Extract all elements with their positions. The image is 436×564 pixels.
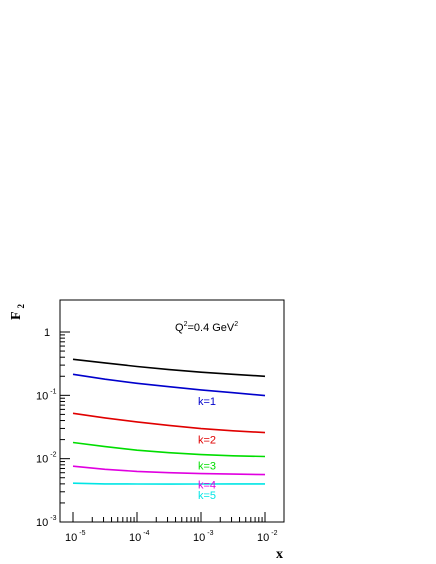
- series-labels: k=1 k=2 k=3 k=4k=5: [198, 396, 216, 502]
- x-tick-label: 10 -5: [65, 530, 86, 544]
- y-tick-labels: 1 10-1 10-2 10-3: [36, 327, 57, 529]
- series-label-k=5: k=5: [198, 490, 216, 502]
- y-axis-label: F2: [9, 303, 26, 320]
- y-tick-label: 10 -2: [36, 452, 57, 466]
- svg-text:F2: F2: [9, 303, 26, 320]
- series-group: [72, 358, 266, 485]
- plot-frame: [59, 299, 285, 523]
- y-tick-label: 10 -1: [36, 388, 57, 402]
- series-label-k=1: k=1: [198, 396, 216, 408]
- axis-ticks: [60, 331, 266, 523]
- y-tick-label: 1: [44, 327, 50, 339]
- annotation-q2: Q2=0.4 GeV2: [175, 321, 238, 334]
- x-tick-label: 10 -3: [193, 530, 214, 544]
- series-label-k=4: k=4: [198, 480, 216, 492]
- x-tick-label: 10 -4: [129, 530, 150, 544]
- x-axis-label: x: [276, 547, 283, 562]
- x-tick-labels: 10 -5 10 -4 10 -3 10 -2: [65, 530, 278, 544]
- series-line-k=3: [72, 441, 266, 458]
- x-tick-label: 10 -2: [257, 530, 278, 544]
- series-label-k=2: k=2: [198, 435, 216, 447]
- series-line-k=1: [72, 373, 266, 397]
- series-line-k=5: [72, 482, 265, 485]
- series-line-k=4: [72, 465, 266, 476]
- series-line-q2: [72, 358, 266, 378]
- y-tick-label: 10 -3: [36, 515, 57, 529]
- series-label-k=3: k=3: [198, 461, 216, 473]
- series-line-k=2: [72, 412, 266, 434]
